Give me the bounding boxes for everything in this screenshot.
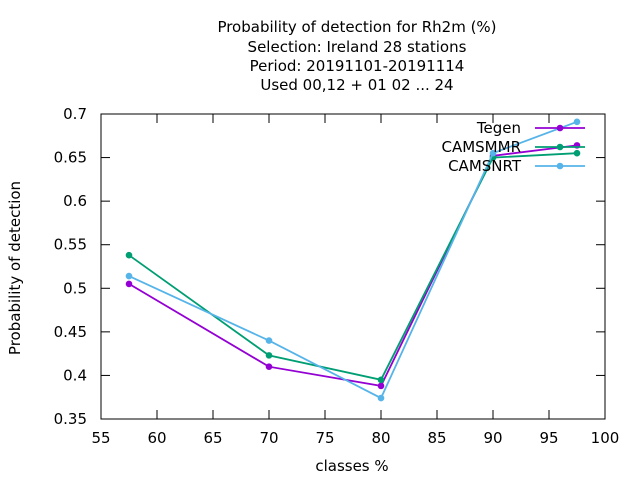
data-point-camsmmr	[573, 149, 581, 157]
y-axis: 0.35 0.4 0.45 0.5 0.55 0.6 0.65 0.7	[54, 105, 605, 428]
y-axis-label: Probability of detection	[6, 181, 24, 355]
x-tick-label: 90	[483, 429, 502, 447]
x-tick-label: 75	[315, 429, 334, 447]
title-line-2: Selection: Ireland 28 stations	[248, 38, 467, 56]
data-point-camsmmr	[265, 352, 273, 359]
series-line-tegen	[128, 144, 578, 387]
x-axis-label: classes %	[315, 457, 388, 475]
y-tick-label: 0.6	[63, 192, 87, 210]
data-point-tegen	[377, 382, 385, 390]
x-tick-label: 85	[427, 429, 446, 447]
data-point-camsnrt	[125, 272, 133, 280]
legend-marker-camsnrt	[556, 162, 564, 170]
legend-label-tegen: Tegen	[476, 119, 521, 137]
chart-title: Probability of detection for Rh2m (%) Se…	[217, 18, 496, 94]
data-point-camsnrt	[489, 149, 497, 157]
y-tick-label: 0.65	[54, 149, 87, 167]
data-point-camsnrt	[573, 118, 581, 126]
title-line-1: Probability of detection for Rh2m (%)	[217, 18, 496, 36]
series-group	[125, 118, 581, 402]
legend-marker-tegen	[556, 124, 564, 132]
data-point-tegen	[265, 363, 273, 371]
series-line-camsmmr	[128, 152, 578, 381]
legend-label-camsmmr: CAMSMMR	[441, 138, 521, 156]
data-point-camsnrt	[377, 394, 385, 402]
legend-marker-camsmmr	[556, 143, 564, 151]
x-tick-label: 60	[147, 429, 166, 447]
x-tick-label: 70	[259, 429, 278, 447]
y-tick-label: 0.7	[63, 105, 87, 123]
x-tick-label: 65	[203, 429, 222, 447]
title-line-4: Used 00,12 + 01 02 ... 24	[260, 76, 453, 94]
x-tick-label: 80	[371, 429, 390, 447]
legend-label-camsnrt: CAMSNRT	[448, 157, 522, 175]
title-line-3: Period: 20191101-20191114	[250, 57, 465, 75]
y-tick-label: 0.4	[63, 366, 87, 384]
x-tick-label: 55	[91, 429, 110, 447]
data-point-camsnrt	[265, 337, 273, 344]
data-point-tegen	[125, 280, 133, 288]
x-tick-label: 100	[591, 429, 620, 447]
data-point-camsmmr	[377, 376, 385, 384]
x-axis: 55 60 65 70 75 80 85 90 95 100	[91, 114, 619, 447]
x-tick-label: 95	[539, 429, 558, 447]
plot-frame	[100, 113, 606, 420]
y-tick-label: 0.45	[54, 323, 87, 341]
data-point-camsmmr	[125, 251, 133, 259]
y-tick-label: 0.5	[63, 279, 87, 297]
y-tick-label: 0.35	[54, 410, 87, 428]
y-tick-label: 0.55	[54, 236, 87, 254]
